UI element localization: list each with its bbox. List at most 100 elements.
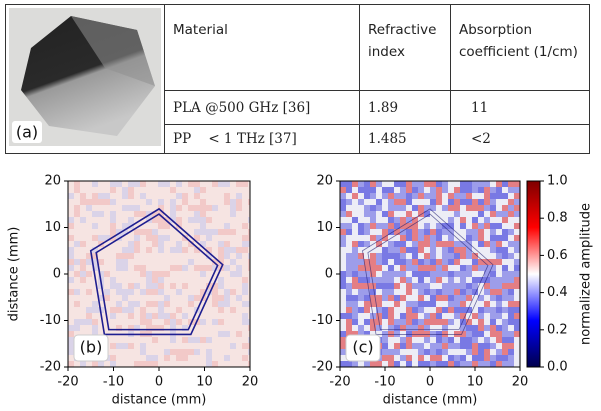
speckle bbox=[340, 343, 346, 349]
speckle bbox=[376, 265, 382, 271]
speckle bbox=[448, 355, 454, 361]
speckle bbox=[170, 247, 176, 253]
speckle bbox=[442, 253, 448, 259]
speckle bbox=[424, 319, 430, 325]
speckle bbox=[68, 361, 74, 367]
speckle bbox=[370, 193, 376, 199]
speckle bbox=[478, 307, 484, 313]
x-tick-label: 0 bbox=[426, 375, 434, 390]
speckle bbox=[430, 361, 436, 367]
speckle bbox=[194, 211, 200, 217]
speckle bbox=[92, 211, 98, 217]
speckle bbox=[74, 259, 80, 265]
speckle bbox=[412, 307, 418, 313]
speckle bbox=[448, 301, 454, 307]
speckle bbox=[146, 229, 152, 235]
speckle bbox=[418, 325, 424, 331]
speckle bbox=[200, 265, 206, 271]
speckle bbox=[454, 301, 460, 307]
speckle bbox=[490, 217, 496, 223]
speckle bbox=[146, 247, 152, 253]
speckle bbox=[346, 235, 352, 241]
speckle bbox=[508, 259, 514, 265]
speckle bbox=[502, 193, 508, 199]
speckle bbox=[394, 337, 400, 343]
speckle bbox=[340, 223, 346, 229]
speckle bbox=[502, 355, 508, 361]
speckle bbox=[406, 271, 412, 277]
speckle bbox=[382, 223, 388, 229]
speckle bbox=[514, 343, 520, 349]
speckle bbox=[340, 331, 346, 337]
colorbar-label: normalized amplitude bbox=[579, 203, 594, 345]
speckle bbox=[218, 229, 224, 235]
speckle bbox=[68, 235, 74, 241]
speckle bbox=[508, 265, 514, 271]
speckle bbox=[80, 361, 86, 367]
speckle bbox=[206, 355, 212, 361]
speckle bbox=[496, 223, 502, 229]
speckle bbox=[122, 343, 128, 349]
speckle bbox=[206, 265, 212, 271]
x-tick-label: 20 bbox=[242, 375, 259, 390]
speckle bbox=[454, 271, 460, 277]
speckle bbox=[170, 349, 176, 355]
speckle bbox=[340, 289, 346, 295]
panel-label: (c) bbox=[352, 338, 373, 357]
speckle bbox=[74, 211, 80, 217]
speckle bbox=[340, 307, 346, 313]
speckle bbox=[496, 313, 502, 319]
speckle bbox=[466, 205, 472, 211]
speckle bbox=[448, 235, 454, 241]
speckle bbox=[128, 301, 134, 307]
speckle bbox=[448, 247, 454, 253]
speckle bbox=[484, 295, 490, 301]
speckle bbox=[490, 283, 496, 289]
speckle bbox=[164, 355, 170, 361]
speckle bbox=[340, 277, 346, 283]
speckle bbox=[448, 187, 454, 193]
speckle bbox=[448, 343, 454, 349]
speckle bbox=[460, 301, 466, 307]
speckle bbox=[406, 229, 412, 235]
speckle bbox=[152, 289, 158, 295]
speckle bbox=[424, 307, 430, 313]
speckle bbox=[122, 193, 128, 199]
speckle bbox=[394, 199, 400, 205]
speckle bbox=[382, 301, 388, 307]
speckle bbox=[376, 247, 382, 253]
speckle bbox=[502, 187, 508, 193]
speckle bbox=[92, 223, 98, 229]
speckle bbox=[86, 289, 92, 295]
speckle bbox=[406, 307, 412, 313]
speckle bbox=[484, 235, 490, 241]
speckle bbox=[394, 319, 400, 325]
speckle bbox=[236, 181, 242, 187]
speckle bbox=[448, 283, 454, 289]
speckle bbox=[442, 235, 448, 241]
speckle bbox=[358, 325, 364, 331]
speckle bbox=[382, 337, 388, 343]
speckle bbox=[406, 265, 412, 271]
speckle bbox=[508, 343, 514, 349]
speckle bbox=[448, 271, 454, 277]
speckle bbox=[478, 229, 484, 235]
speckle bbox=[454, 229, 460, 235]
speckle bbox=[394, 307, 400, 313]
speckle bbox=[460, 277, 466, 283]
speckle bbox=[412, 223, 418, 229]
speckle bbox=[394, 361, 400, 367]
speckle bbox=[80, 199, 86, 205]
speckle bbox=[406, 283, 412, 289]
speckle bbox=[358, 265, 364, 271]
speckle bbox=[400, 211, 406, 217]
speckle bbox=[490, 235, 496, 241]
speckle bbox=[496, 325, 502, 331]
speckle bbox=[478, 325, 484, 331]
speckle bbox=[200, 187, 206, 193]
speckle bbox=[236, 253, 242, 259]
speckle bbox=[436, 307, 442, 313]
speckle bbox=[502, 199, 508, 205]
speckle bbox=[442, 295, 448, 301]
speckle bbox=[430, 265, 436, 271]
